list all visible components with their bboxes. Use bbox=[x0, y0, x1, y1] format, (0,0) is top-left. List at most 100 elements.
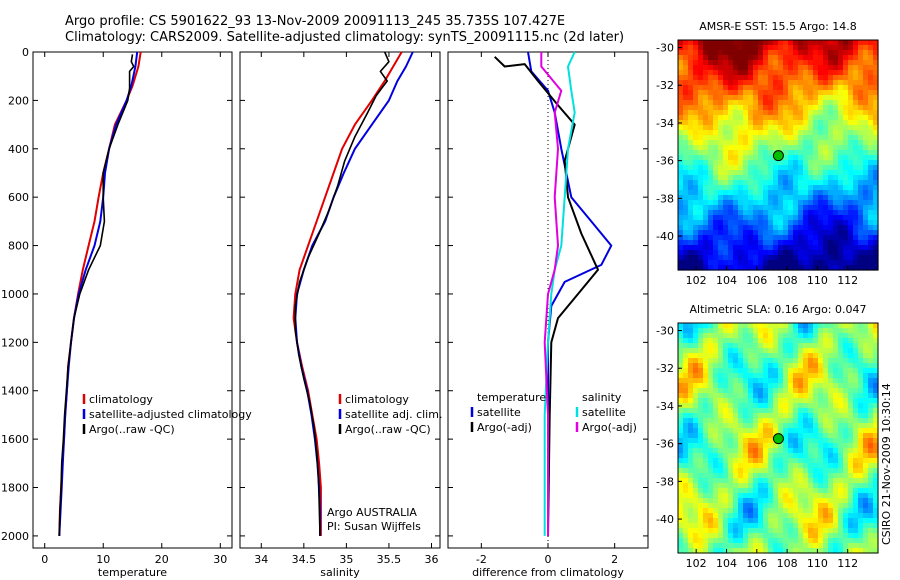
sst_map-cell bbox=[703, 60, 709, 66]
sst_map-cell bbox=[863, 45, 869, 51]
sla_map-cell bbox=[733, 543, 739, 549]
sst_map-cell bbox=[693, 255, 699, 261]
sst_map-cell bbox=[823, 120, 829, 126]
sla_map-cell bbox=[763, 378, 769, 384]
sla_map-cell bbox=[873, 378, 879, 384]
sla_map-cell bbox=[738, 403, 744, 409]
sla_map-cell bbox=[808, 343, 814, 349]
sla_map-cell bbox=[843, 333, 849, 339]
sla_map-cell bbox=[713, 498, 719, 504]
sst_map-cell bbox=[738, 250, 744, 256]
sst_map-cell bbox=[828, 170, 834, 176]
sla_map-cell bbox=[788, 543, 794, 549]
sst_map-cell bbox=[688, 165, 694, 171]
sst_map-cell bbox=[748, 135, 754, 141]
sst_map-cell bbox=[693, 200, 699, 206]
sst_map-cell bbox=[853, 75, 859, 81]
sst_map-cell bbox=[783, 105, 789, 111]
sla_map-cell bbox=[848, 473, 854, 479]
sst_map-cell bbox=[708, 230, 714, 236]
sla_map-cell bbox=[688, 388, 694, 394]
sla_map-cell bbox=[798, 383, 804, 389]
sla_map-cell bbox=[848, 518, 854, 524]
sst_map-cell bbox=[838, 215, 844, 221]
sla_map-cell bbox=[718, 403, 724, 409]
sst_map-cell bbox=[778, 195, 784, 201]
sla_map-cell bbox=[853, 398, 859, 404]
sst_map-cell bbox=[858, 55, 864, 61]
sla_map-cell bbox=[738, 548, 744, 554]
sst_map-cell bbox=[798, 55, 804, 61]
sla_map-cell bbox=[788, 498, 794, 504]
sst_map-cell bbox=[873, 50, 879, 56]
sst_map-cell bbox=[678, 85, 684, 91]
sla_map-cell bbox=[868, 378, 874, 384]
sla_map-cell bbox=[793, 323, 799, 329]
sst_map-cell bbox=[843, 225, 849, 231]
sst_map-cell bbox=[778, 125, 784, 131]
sla_map-ytick-label: -36 bbox=[656, 438, 674, 451]
sla_map-cell bbox=[873, 423, 879, 429]
sla_map-cell bbox=[683, 353, 689, 359]
sst_map-cell bbox=[783, 145, 789, 151]
sst_map-cell bbox=[683, 155, 689, 161]
sla_map-cell bbox=[788, 363, 794, 369]
sla_map-cell bbox=[768, 363, 774, 369]
sla_map-cell bbox=[863, 483, 869, 489]
sla_map-cell bbox=[768, 533, 774, 539]
sst_map-cell bbox=[753, 85, 759, 91]
sla_map-cell bbox=[743, 503, 749, 509]
sla_map-cell bbox=[678, 443, 684, 449]
sla_map-cell bbox=[693, 373, 699, 379]
sla_map-cell bbox=[853, 363, 859, 369]
sla_map-cell bbox=[763, 528, 769, 534]
sst_map-cell bbox=[743, 40, 749, 46]
sst_map-cell bbox=[738, 100, 744, 106]
sst_map-cell bbox=[678, 250, 684, 256]
sst_map-cell bbox=[763, 225, 769, 231]
sla_map-cell bbox=[688, 498, 694, 504]
sla_map-cell bbox=[768, 498, 774, 504]
sla_map-cell bbox=[818, 418, 824, 424]
sst_map-cell bbox=[688, 240, 694, 246]
sst_map-cell bbox=[873, 180, 879, 186]
sst_map-cell bbox=[783, 160, 789, 166]
sst_map-cell bbox=[848, 130, 854, 136]
sla_map-cell bbox=[808, 323, 814, 329]
sla_map-cell bbox=[843, 458, 849, 464]
sst_map-cell bbox=[693, 155, 699, 161]
sla_map-cell bbox=[858, 463, 864, 469]
sla_map-cell bbox=[813, 363, 819, 369]
sst_map-cell bbox=[758, 220, 764, 226]
sst_map-cell bbox=[738, 170, 744, 176]
sst_map-cell bbox=[698, 125, 704, 131]
sst_map-cell bbox=[853, 160, 859, 166]
sst_map-cell bbox=[713, 185, 719, 191]
sst_map-cell bbox=[858, 190, 864, 196]
sla_map-cell bbox=[843, 493, 849, 499]
sst_map-cell bbox=[743, 240, 749, 246]
sla_map-cell bbox=[758, 323, 764, 329]
sla_map-cell bbox=[688, 533, 694, 539]
sst_map-cell bbox=[848, 250, 854, 256]
sla_map-cell bbox=[843, 478, 849, 484]
sla_map-cell bbox=[763, 328, 769, 334]
sst_map-cell bbox=[838, 185, 844, 191]
sst_map-cell bbox=[858, 105, 864, 111]
sst_map-cell bbox=[718, 150, 724, 156]
sla_map-cell bbox=[853, 438, 859, 444]
sla_map-cell bbox=[803, 458, 809, 464]
sst_map-cell bbox=[848, 120, 854, 126]
sla_map-cell bbox=[678, 488, 684, 494]
sst_map-cell bbox=[873, 155, 879, 161]
sla_map-cell bbox=[863, 373, 869, 379]
sla_map-cell bbox=[858, 473, 864, 479]
sla_map-cell bbox=[773, 548, 779, 554]
sst_map-cell bbox=[688, 180, 694, 186]
sla_map-cell bbox=[873, 458, 879, 464]
sla_map-cell bbox=[693, 538, 699, 544]
side-timestamp-label: CSIRO 21-Nov-2009 10:30:14 bbox=[880, 383, 893, 545]
sla_map-cell bbox=[813, 478, 819, 484]
sla_map-cell bbox=[813, 398, 819, 404]
sst_map-cell bbox=[823, 195, 829, 201]
